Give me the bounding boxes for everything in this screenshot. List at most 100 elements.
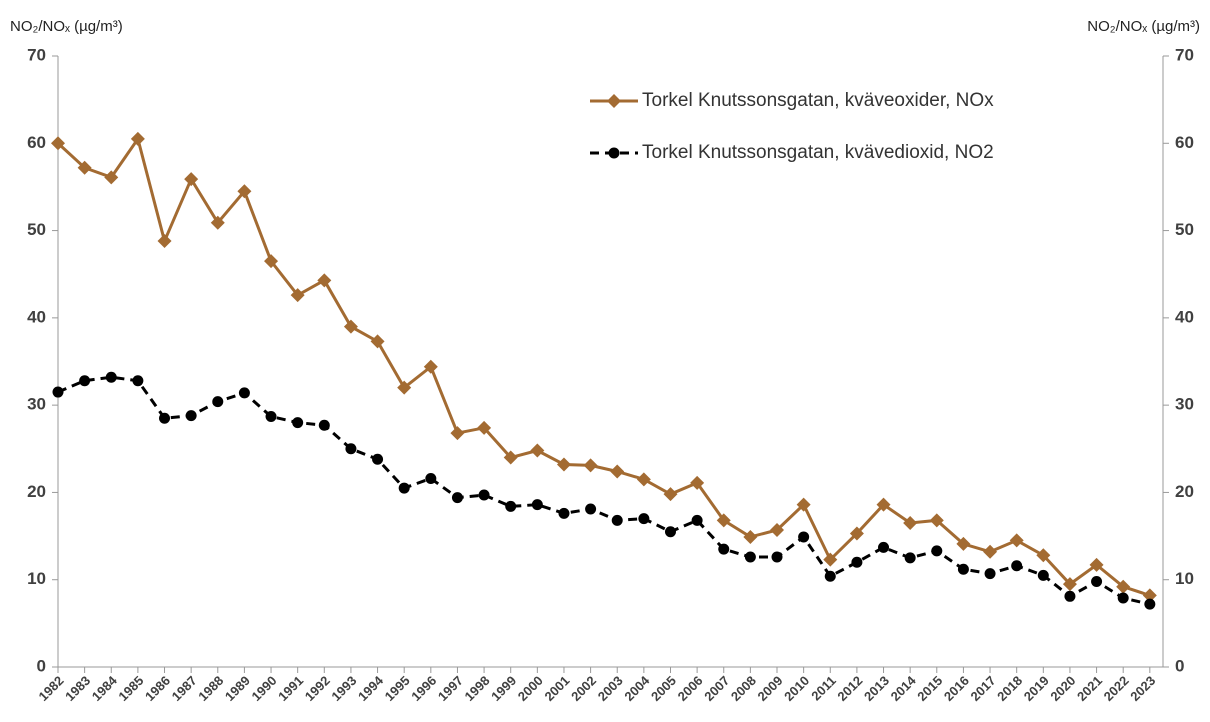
x-tick-label: 1993 (328, 673, 359, 704)
x-tick-label: 2014 (888, 672, 920, 704)
data-point (159, 412, 171, 424)
data-point (718, 543, 730, 555)
legend-bg (586, 81, 1116, 121)
data-point (878, 541, 890, 553)
data-point (451, 492, 463, 504)
data-point (1144, 598, 1156, 610)
data-point (743, 529, 758, 544)
data-point (796, 497, 811, 512)
data-point (157, 234, 172, 249)
data-point (264, 254, 279, 269)
legend-marker (607, 94, 621, 108)
data-point (318, 419, 330, 431)
data-point (185, 410, 197, 422)
data-point (51, 136, 65, 151)
data-point (478, 489, 490, 501)
x-tick-label: 2012 (834, 673, 865, 704)
data-point (611, 514, 623, 526)
x-tick-label: 2017 (968, 673, 999, 704)
data-point (477, 420, 492, 435)
data-point (265, 410, 277, 422)
y-tick-label: 30 (27, 395, 46, 414)
series-line (56, 135, 1151, 597)
x-tick-label: 1995 (382, 673, 413, 704)
data-point (583, 458, 598, 473)
y-tick-label: 0 (37, 656, 46, 675)
data-point (1117, 592, 1129, 604)
y2-tick-label: 0 (1175, 656, 1184, 675)
data-point (983, 544, 998, 559)
data-point (1062, 577, 1077, 592)
x-tick-label: 1991 (275, 673, 306, 704)
data-point (343, 319, 358, 334)
y-tick-label: 70 (27, 45, 46, 64)
data-point (690, 475, 705, 490)
y2-tick-label: 40 (1175, 307, 1194, 326)
data-point (585, 503, 597, 515)
x-tick-label: 2020 (1047, 673, 1078, 704)
x-tick-label: 2007 (701, 673, 732, 704)
x-tick-label: 1990 (249, 673, 280, 704)
data-point (130, 131, 145, 146)
data-point (238, 387, 250, 399)
data-point (931, 545, 943, 557)
legend-label: Torkel Knutssonsgatan, kväveoxider, NOx (642, 90, 994, 111)
x-tick-label: 1988 (195, 673, 226, 704)
x-tick-label: 1987 (169, 673, 200, 704)
data-point (212, 396, 224, 408)
x-tick-label: 2010 (781, 673, 812, 704)
x-tick-label: 2018 (994, 673, 1025, 704)
x-tick-label: 2019 (1021, 673, 1052, 704)
data-point (503, 450, 518, 465)
x-tick-label: 2002 (568, 673, 599, 704)
data-point (425, 472, 437, 484)
x-tick-label: 2011 (808, 673, 839, 704)
data-point (824, 570, 836, 582)
x-tick-label: 2022 (1101, 673, 1132, 704)
y2-tick-label: 20 (1175, 482, 1194, 501)
x-tick-label: 2009 (755, 673, 786, 704)
data-point (530, 443, 545, 458)
data-point (1142, 588, 1157, 603)
data-point (423, 359, 438, 374)
data-point (1089, 557, 1104, 572)
data-point (237, 184, 252, 199)
data-point (663, 487, 678, 502)
data-point (505, 500, 517, 512)
x-tick-label: 2004 (621, 672, 653, 704)
data-point (638, 513, 650, 525)
data-point (957, 563, 969, 575)
data-point (691, 514, 703, 526)
data-point (984, 568, 996, 580)
data-point (372, 453, 384, 465)
data-point (290, 288, 305, 303)
series-line (57, 375, 1151, 606)
legend-bg (586, 133, 1116, 173)
x-tick-label: 2008 (728, 673, 759, 704)
data-point (744, 551, 756, 563)
data-point (1011, 560, 1023, 572)
data-point (1064, 590, 1076, 602)
data-point (770, 522, 785, 537)
data-point (929, 513, 944, 528)
x-tick-label: 1986 (142, 673, 173, 704)
x-tick-label: 1989 (222, 673, 253, 704)
x-tick-label: 1983 (62, 673, 93, 704)
x-tick-label: 1994 (355, 672, 387, 704)
y-tick-label: 20 (27, 482, 46, 501)
y2-tick-label: 70 (1175, 45, 1194, 64)
data-point (798, 531, 810, 543)
x-tick-label: 2021 (1074, 673, 1105, 704)
x-tick-label: 1999 (488, 673, 519, 704)
data-point (210, 215, 225, 230)
x-tick-label: 1984 (89, 672, 121, 704)
data-point (317, 273, 332, 288)
data-point (876, 497, 891, 512)
data-point (903, 515, 918, 530)
x-tick-label: 2015 (914, 673, 945, 704)
x-tick-label: 2005 (648, 673, 679, 704)
data-point (556, 457, 571, 472)
data-point (105, 371, 117, 383)
y-tick-label: 10 (27, 569, 46, 588)
